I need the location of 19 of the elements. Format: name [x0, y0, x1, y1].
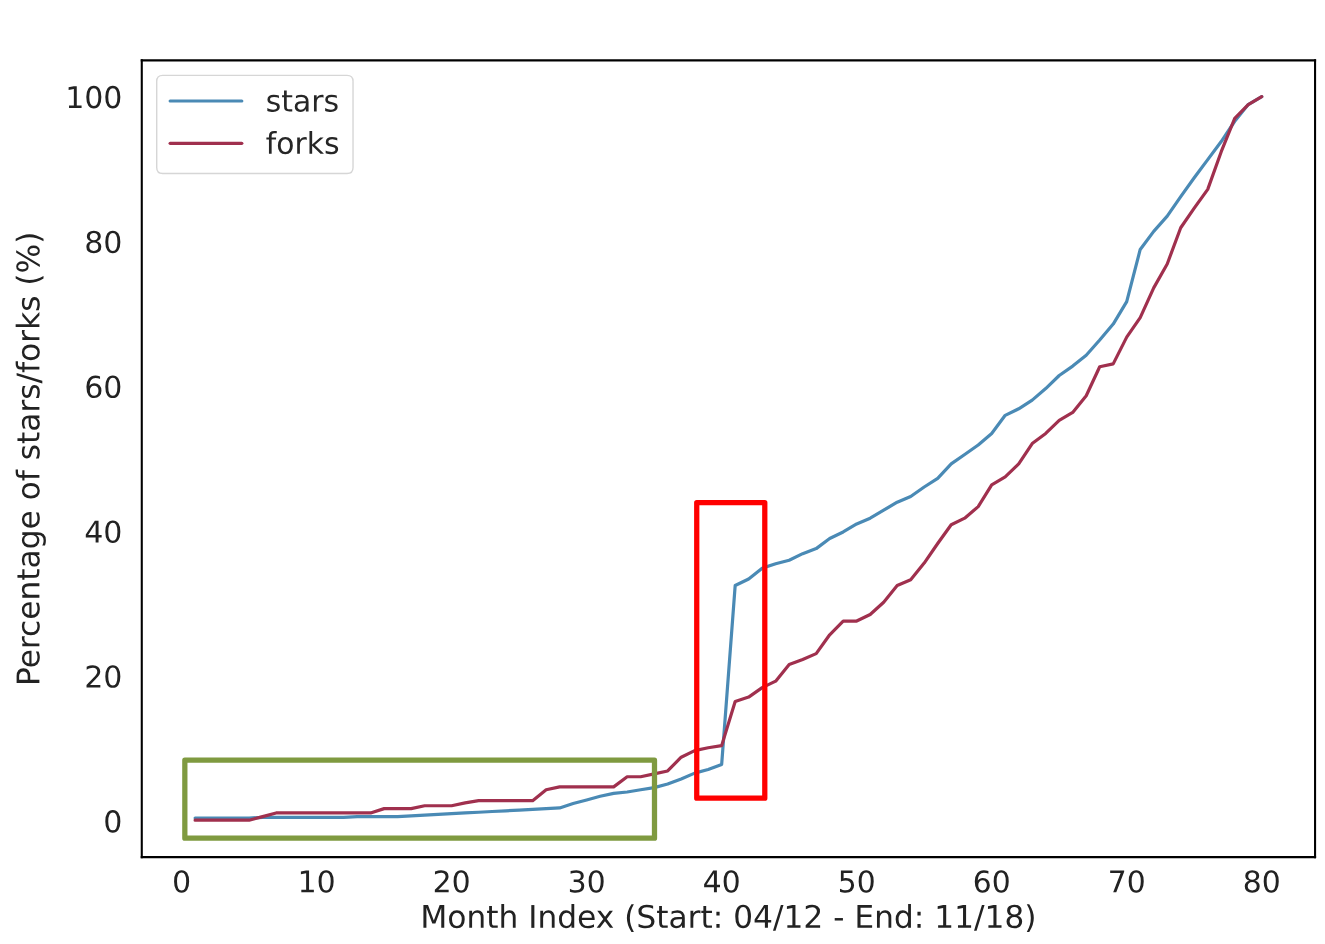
x-tick-label: 10: [300, 870, 334, 893]
x-tick-label: 30: [569, 870, 604, 893]
y-tick-label: 0: [105, 810, 121, 833]
x-tick-label: 60: [974, 870, 1009, 893]
y-tick-label: 40: [85, 520, 121, 543]
y-tick-label: 20: [86, 665, 121, 688]
legend-label: forks: [266, 131, 339, 155]
x-tick-label: 70: [1110, 870, 1144, 893]
x-tick-label: 0: [174, 870, 190, 893]
y-tick-label: 100: [68, 85, 121, 109]
y-axis-title: Percentage of stars/forks (%): [15, 234, 46, 683]
y-tick-label: 80: [86, 230, 121, 254]
y-tick-label: 60: [86, 375, 121, 399]
x-tick-label: 20: [434, 870, 469, 893]
x-tick-label: 40: [704, 870, 739, 893]
x-axis-title: Month Index (Start: 04/12 - End: 11/18): [423, 904, 1034, 932]
x-tick-label: 50: [839, 870, 874, 893]
x-tick-label: 80: [1244, 870, 1279, 893]
legend-label: stars: [267, 90, 338, 112]
